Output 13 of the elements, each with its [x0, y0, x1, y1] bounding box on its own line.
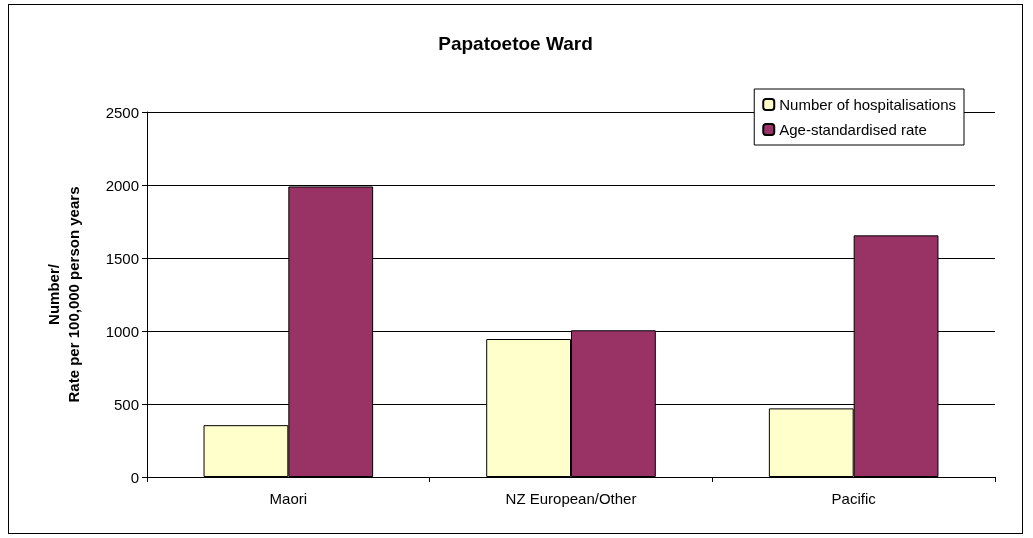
y-axis-title: Number/ Rate per 100,000 person years: [44, 186, 82, 403]
y-tick-label: 2000: [105, 176, 139, 194]
y-tick-label: 2500: [105, 103, 139, 121]
x-tick-label: NZ European/Other: [505, 490, 637, 507]
y-tick-label: 1000: [105, 322, 139, 340]
x-tick-label: Maori: [269, 490, 308, 507]
chart-title: Papatoetoe Ward: [438, 33, 593, 54]
y-tick-label: 0: [130, 468, 139, 486]
legend-label: Number of hospitalisations: [779, 96, 957, 113]
x-tick-label: Pacific: [831, 490, 877, 507]
y-tick-label: 1500: [105, 249, 139, 267]
y-tick-label: 500: [113, 395, 139, 413]
legend-label: Age-standardised rate: [779, 121, 927, 138]
